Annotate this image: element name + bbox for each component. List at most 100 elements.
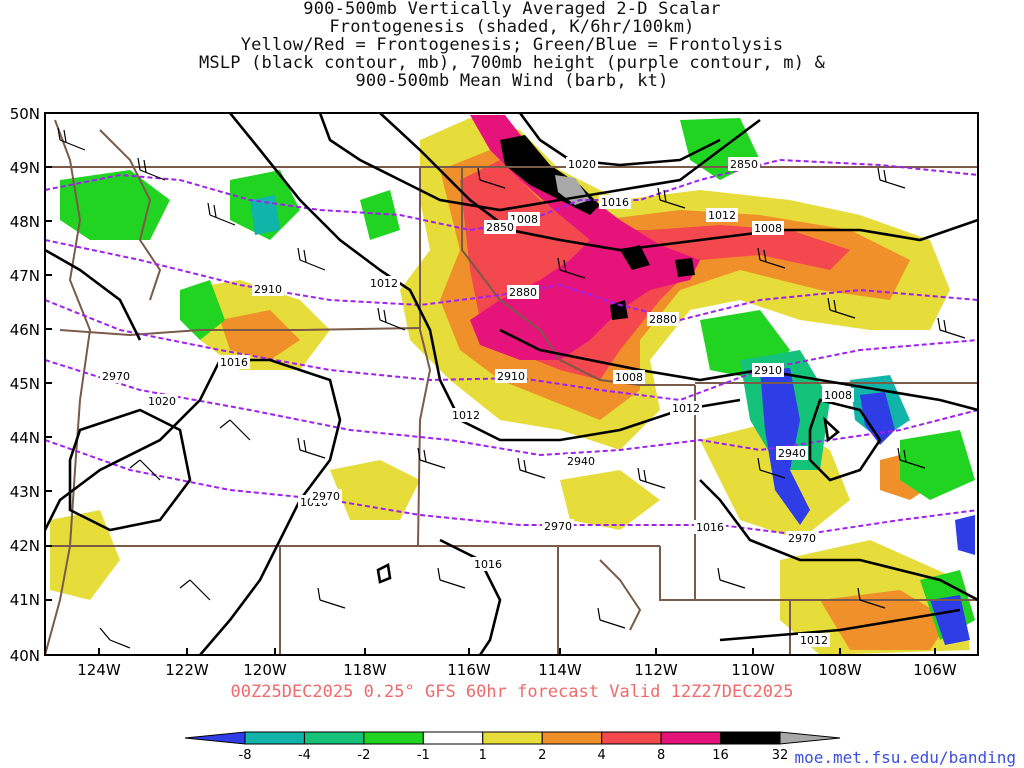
- mslp-contour-1012: [228, 113, 741, 442]
- colorbar-label: 16: [712, 748, 729, 763]
- lon-label: 108W: [818, 661, 862, 679]
- wind-barb: [477, 167, 506, 189]
- mslp-contour-loop: [376, 563, 392, 584]
- mslp-contour-1020: [68, 408, 192, 532]
- height-label: 2850: [730, 158, 758, 171]
- wind-barb: [827, 297, 856, 319]
- height-label: 2880: [649, 313, 677, 326]
- mslp-contour-1016-n: [318, 113, 761, 212]
- wind-barb: [57, 127, 86, 151]
- lat-label: 41N: [10, 591, 40, 609]
- mslp-label: 1012: [452, 409, 480, 422]
- border-puget: [99, 129, 162, 301]
- lat-label: 40N: [10, 647, 40, 665]
- mslp-contour-1012-se: [719, 608, 961, 642]
- mslp-contour-1008: [379, 113, 978, 252]
- wind-barb: [717, 567, 746, 589]
- height-label: 2850: [486, 221, 514, 234]
- height-contour-2910: [45, 299, 978, 402]
- lat-label: 47N: [10, 267, 40, 285]
- wind-barb: [877, 167, 906, 189]
- forecast-valid-time: 00Z25DEC2025 0.25° GFS 60hr forecast Val…: [230, 682, 794, 702]
- height-label: 2970: [544, 520, 572, 533]
- colorbar-label: 2: [538, 748, 546, 763]
- mslp-label: 1020: [568, 158, 596, 171]
- wind-barb: [129, 459, 161, 481]
- colorbar-segment: [720, 731, 781, 745]
- lat-label: 50N: [10, 105, 40, 123]
- border-ut-e: [659, 546, 695, 601]
- mslp-label: 1012: [370, 277, 398, 290]
- mslp-label: 1008: [510, 213, 538, 226]
- colorbar-segment: [422, 731, 484, 745]
- lat-label: 45N: [10, 375, 40, 393]
- wind-barb: [637, 467, 666, 489]
- colorbar-segment: [363, 731, 424, 745]
- height-label: 2970: [312, 490, 340, 503]
- shade-blue: [930, 595, 970, 645]
- wind-barb: [517, 457, 546, 479]
- shade-yellow: [50, 510, 120, 600]
- colorbar-label: 8: [657, 748, 665, 763]
- wind-barb: [437, 567, 466, 589]
- lat-label: 42N: [10, 537, 40, 555]
- title-line-2: Frontogenesis (shaded, K/6hr/100km): [329, 17, 695, 37]
- height-label: 2940: [778, 447, 806, 460]
- shade-black: [620, 245, 650, 270]
- lat-label: 44N: [10, 429, 40, 447]
- lat-ticks: [45, 112, 52, 601]
- wind-barb: [657, 187, 686, 209]
- height-label: 2910: [754, 364, 782, 377]
- latitude-axis: 50N 49N 48N 47N 46N 45N 44N 43N 42N 41N …: [10, 105, 40, 665]
- colorbar-segment: [779, 731, 841, 745]
- height-contour-2850: [45, 158, 978, 232]
- wind-barb: [219, 419, 251, 441]
- shade-blue: [955, 515, 975, 555]
- colorbar-label: 4: [598, 748, 606, 763]
- political-borders: [45, 119, 978, 655]
- lon-label: 118W: [343, 661, 387, 679]
- border-coast: [45, 119, 92, 655]
- colorbar-segment: [660, 731, 722, 745]
- lat-label: 48N: [10, 213, 40, 231]
- wind-barb: [99, 627, 131, 649]
- frontogenesis-shading: [50, 115, 975, 655]
- mslp-label: 1012: [708, 209, 736, 222]
- mslp-label: 1008: [824, 389, 852, 402]
- shade-green: [900, 430, 975, 500]
- title-line-4: MSLP (black contour, mb), 700mb height (…: [198, 53, 826, 73]
- colorbar-label: -2: [357, 748, 370, 763]
- shade-cyan: [250, 195, 280, 235]
- title-line-1: 900-500mb Vertically Averaged 2-D Scalar: [303, 0, 721, 19]
- colorbar-label: 32: [772, 748, 789, 763]
- mslp-label: 1020: [148, 395, 176, 408]
- height-label: 2910: [497, 370, 525, 383]
- wind-barb: [297, 437, 326, 459]
- mslp-contour-1016-s: [439, 538, 502, 655]
- wind-barb: [757, 457, 786, 479]
- wind-barb: [137, 157, 166, 181]
- mslp-contour-1016: [45, 358, 342, 655]
- height-label: 2910: [254, 283, 282, 296]
- shade-yellow: [330, 460, 420, 520]
- lat-label: 43N: [10, 483, 40, 501]
- lon-label: 122W: [165, 661, 209, 679]
- colorbar-label: -1: [417, 748, 430, 763]
- colorbar-label: -8: [239, 748, 252, 763]
- wind-barb: [207, 202, 236, 226]
- wind-barbs: [57, 127, 966, 649]
- mslp-contour-1016-e: [699, 479, 978, 602]
- height-label: 2970: [102, 370, 130, 383]
- shade-orange: [820, 590, 950, 650]
- border-id-wa: [417, 167, 432, 546]
- credit-url: moe.met.fsu.edu/banding: [794, 748, 1016, 767]
- wind-barb: [597, 607, 626, 629]
- lat-label: 49N: [10, 159, 40, 177]
- longitude-axis: 124W 122W 120W 118W 116W 114W 112W 110W …: [77, 661, 957, 679]
- title-line-3: Yellow/Red = Frontogenesis; Green/Blue =…: [240, 35, 784, 55]
- height-labels: 2850 2850 2910 2880 2880 2910 2970 2910 …: [100, 157, 818, 545]
- lon-ticks: [98, 648, 936, 655]
- wind-barb: [757, 247, 786, 269]
- colorbar: -8 -4 -2 -1 1 2 4 8 16 32: [184, 731, 841, 763]
